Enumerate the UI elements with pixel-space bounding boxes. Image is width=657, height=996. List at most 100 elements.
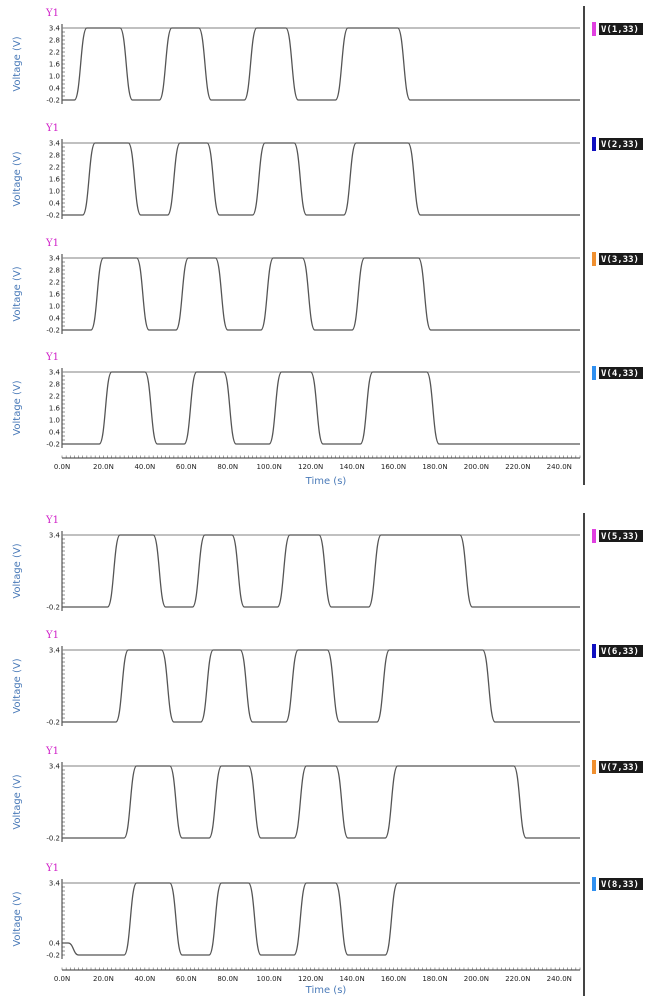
- x-tick-label: 100.0N: [257, 975, 282, 983]
- y-tick-label: -0.2: [46, 719, 60, 727]
- y-tick-label: 1.6: [49, 291, 61, 299]
- x-tick-label: 60.0N: [176, 463, 197, 471]
- y-tick-label: 2.8: [49, 37, 60, 45]
- y-axis-label: Voltage (V): [12, 266, 23, 321]
- y-tick-label: 2.8: [49, 267, 60, 275]
- x-tick-label: 40.0N: [134, 975, 155, 983]
- x-tick-label: 140.0N: [339, 975, 364, 983]
- legend-box: [599, 530, 643, 542]
- y-tick-label: 2.8: [49, 381, 60, 389]
- y-tick-label: 3.4: [49, 532, 61, 540]
- y-tick-label: 0.4: [49, 200, 61, 208]
- y-tick-label: -0.2: [46, 441, 60, 449]
- y-axis-label: Voltage (V): [12, 36, 23, 91]
- y-tick-label: 1.6: [49, 405, 61, 413]
- y-tick-label: 1.0: [49, 188, 60, 196]
- y1-label: Y1: [45, 630, 59, 641]
- x-axis-label: Time (s): [305, 476, 347, 487]
- legend-box: [599, 367, 643, 379]
- legend-entry: V(5,33): [601, 532, 639, 542]
- x-tick-label: 160.0N: [381, 463, 406, 471]
- x-tick-label: 240.0N: [547, 975, 572, 983]
- x-tick-label: 120.0N: [298, 463, 323, 471]
- legend-entry: V(4,33): [601, 369, 639, 379]
- x-tick-label: 160.0N: [381, 975, 406, 983]
- waveform-trace: [62, 142, 580, 216]
- y-tick-label: 1.0: [49, 303, 60, 311]
- y-axis-label: Voltage (V): [12, 774, 23, 829]
- x-tick-label: 180.0N: [422, 463, 447, 471]
- legend-swatch: [592, 252, 596, 266]
- y-tick-label: -0.2: [46, 604, 60, 612]
- x-tick-label: 0.0N: [54, 463, 70, 471]
- legend-swatch: [592, 366, 596, 380]
- y1-label: Y1: [45, 352, 59, 363]
- x-tick-label: 220.0N: [505, 463, 530, 471]
- x-tick-label: 20.0N: [93, 975, 114, 983]
- y-axis-label: Voltage (V): [12, 658, 23, 713]
- x-tick-label: 140.0N: [339, 463, 364, 471]
- legend-entry: V(2,33): [601, 140, 639, 150]
- waveform-trace: [62, 257, 580, 331]
- waveform-trace: [62, 765, 580, 839]
- y-tick-label: 0.4: [49, 315, 61, 323]
- y-tick-label: 0.4: [49, 940, 61, 948]
- y-tick-label: 3.4: [49, 880, 61, 888]
- legend-box: [599, 23, 643, 35]
- y-tick-label: 3.4: [49, 255, 61, 263]
- y-tick-label: -0.2: [46, 835, 60, 843]
- y-tick-label: 3.4: [49, 647, 61, 655]
- y-tick-label: 1.0: [49, 417, 60, 425]
- y-tick-label: 3.4: [49, 763, 61, 771]
- y-tick-label: 3.4: [49, 140, 61, 148]
- x-tick-label: 0.0N: [54, 975, 70, 983]
- x-tick-label: 200.0N: [464, 463, 489, 471]
- y-tick-label: 2.8: [49, 152, 60, 160]
- y-tick-label: 2.2: [49, 49, 60, 57]
- y-tick-label: 0.4: [49, 85, 61, 93]
- x-tick-label: 60.0N: [176, 975, 197, 983]
- legend-box: [599, 253, 643, 265]
- y-tick-label: 2.2: [49, 393, 60, 401]
- y-tick-label: 3.4: [49, 25, 61, 33]
- x-tick-label: 100.0N: [257, 463, 282, 471]
- y-tick-label: 0.4: [49, 429, 61, 437]
- y-axis-label: Voltage (V): [12, 543, 23, 598]
- y1-label: Y1: [45, 238, 59, 249]
- y1-label: Y1: [45, 123, 59, 134]
- legend-entry: V(7,33): [601, 763, 639, 773]
- x-tick-label: 80.0N: [217, 975, 238, 983]
- y-tick-label: 2.2: [49, 164, 60, 172]
- waveform-trace: [62, 534, 580, 608]
- legend-box: [599, 761, 643, 773]
- legend-swatch: [592, 22, 596, 36]
- y1-label: Y1: [45, 863, 59, 874]
- y-tick-label: 1.6: [49, 176, 61, 184]
- y-tick-label: 1.6: [49, 61, 61, 69]
- legend-swatch: [592, 644, 596, 658]
- waveform-trace: [62, 27, 580, 101]
- y-tick-label: 2.2: [49, 279, 60, 287]
- x-tick-label: 200.0N: [464, 975, 489, 983]
- x-tick-label: 240.0N: [547, 463, 572, 471]
- legend-entry: V(6,33): [601, 647, 639, 657]
- y-tick-label: 3.4: [49, 369, 61, 377]
- y-tick-label: -0.2: [46, 327, 60, 335]
- waveform-trace: [62, 371, 580, 445]
- y-tick-label: 1.0: [49, 73, 60, 81]
- x-tick-label: 120.0N: [298, 975, 323, 983]
- legend-box: [599, 138, 643, 150]
- waveform-trace: [62, 649, 580, 723]
- legend-swatch: [592, 137, 596, 151]
- y1-label: Y1: [45, 746, 59, 757]
- x-axis-label: Time (s): [305, 985, 347, 996]
- y-tick-label: -0.2: [46, 97, 60, 105]
- y-axis-label: Voltage (V): [12, 891, 23, 946]
- waveform-trace: [62, 882, 580, 956]
- y-axis-label: Voltage (V): [12, 151, 23, 206]
- x-tick-label: 180.0N: [422, 975, 447, 983]
- legend-box: [599, 878, 643, 890]
- legend-entry: V(8,33): [601, 880, 639, 890]
